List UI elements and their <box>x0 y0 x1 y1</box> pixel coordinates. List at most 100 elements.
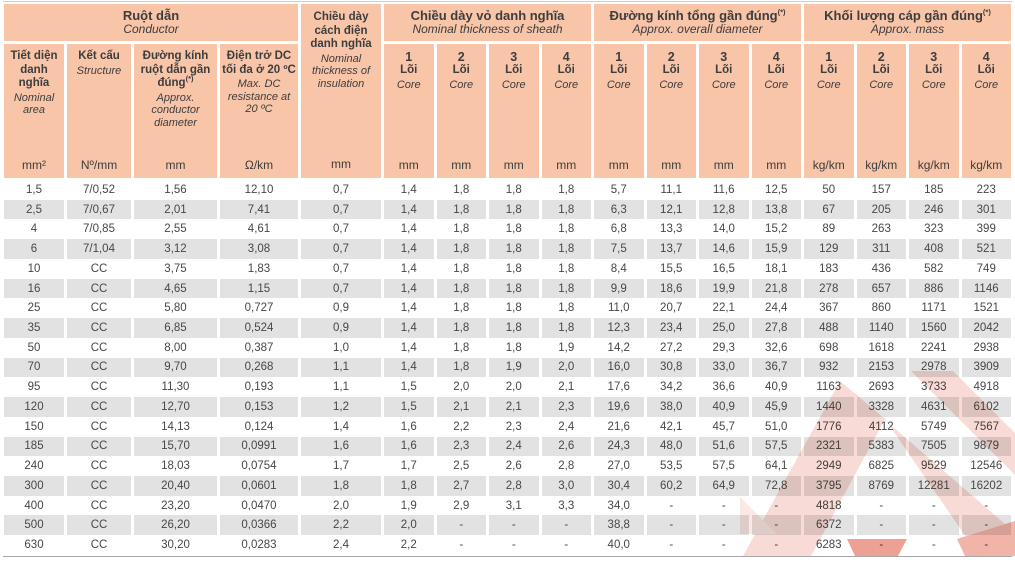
table-cell: - <box>541 535 591 555</box>
table-cell: 2241 <box>909 337 959 358</box>
table-cell: 11,0 <box>594 298 644 319</box>
table-cell: 18,6 <box>646 278 696 299</box>
table-cell: 1,8 <box>489 278 539 299</box>
table-cell: 2,8 <box>489 476 539 496</box>
table-cell: - <box>436 535 486 555</box>
table-cell: 2,55 <box>134 219 217 240</box>
core-col-header-sheath-4: 4 Lõi Core mm <box>541 44 591 178</box>
table-cell: 1,8 <box>541 298 591 319</box>
table-cell: 2,6 <box>541 436 591 457</box>
table-cell: 0,727 <box>220 298 298 319</box>
table-cell: 2,4 <box>489 436 539 457</box>
table-cell: 12,5 <box>751 180 801 200</box>
table-cell: 1,9 <box>541 337 591 358</box>
table-cell: 60,2 <box>646 476 696 496</box>
table-cell: 1140 <box>856 318 906 338</box>
table-row: 2,5 7/0,67 2,01 7,41 0,7 1,4 1,8 1,8 1,8 6,3 12,1 1… <box>4 199 1011 220</box>
table-cell: 6283 <box>804 535 854 555</box>
group-header-sheath: Chiều dày vỏ danh nghĩa Nominal thicknes… <box>384 4 591 41</box>
table-cell: 2,1 <box>541 377 591 398</box>
table-row: 240 CC 18,03 0,0754 1,7 1,7 2,5 2,6 2,8 27,0 53,5 5… <box>4 456 1011 477</box>
table-cell: 5,7 <box>594 180 644 200</box>
column-unit: Ω/km <box>244 158 274 172</box>
table-cell: - <box>856 515 906 536</box>
table-cell: CC <box>67 495 131 516</box>
table-cell: 40,9 <box>699 397 749 417</box>
table-cell: 51,6 <box>699 436 749 457</box>
table-cell: 12,3 <box>594 318 644 338</box>
table-cell: 2949 <box>804 456 854 477</box>
table-cell: 34,2 <box>646 377 696 398</box>
group-title-en: Nominal thickness of sheath <box>412 22 563 37</box>
table-cell: 749 <box>961 258 1011 279</box>
table-cell: 1521 <box>961 298 1011 319</box>
table-cell: 6372 <box>804 515 854 536</box>
table-cell: - <box>961 535 1011 555</box>
table-cell: 1,4 <box>384 239 434 259</box>
table-cell: 2,0 <box>541 357 591 378</box>
table-cell: CC <box>67 515 131 536</box>
table-cell: 67 <box>804 199 854 220</box>
table-cell: 0,7 <box>301 258 381 279</box>
table-cell: 1,8 <box>489 318 539 338</box>
table-cell: 7505 <box>909 436 959 457</box>
top-rule <box>3 1 1012 2</box>
table-cell: 1560 <box>909 318 959 338</box>
table-cell: 50 <box>4 337 64 358</box>
table-cell: 27,2 <box>646 337 696 358</box>
table-cell: 1,9 <box>489 357 539 378</box>
table-cell: 3909 <box>961 357 1011 378</box>
table-cell: 408 <box>909 239 959 259</box>
table-cell: 48,0 <box>646 436 696 457</box>
table-row: 95 CC 11,30 0,193 1,1 1,5 2,0 2,0 2,1 17,6 34,2 36,… <box>4 377 1011 398</box>
table-cell: 42,1 <box>646 416 696 437</box>
core-col-header-sheath-3: 3 Lõi Core mm <box>489 44 539 178</box>
table-row: 630 CC 30,20 0,0283 2,4 2,2- - -40,0- - -6283- - - <box>4 535 1011 555</box>
table-cell: 23,4 <box>646 318 696 338</box>
column-unit: mm <box>331 157 351 171</box>
table-cell: 15,2 <box>751 219 801 240</box>
table-cell: 311 <box>856 239 906 259</box>
table-cell: 2,01 <box>134 199 217 220</box>
table-cell: 185 <box>4 436 64 457</box>
core-col-header-diameter-3: 3 Lõi Core mm <box>699 44 749 178</box>
table-cell: 1,8 <box>301 476 381 496</box>
table-cell: 6,3 <box>594 199 644 220</box>
table-cell: 6,85 <box>134 318 217 338</box>
table-cell: 6825 <box>856 456 906 477</box>
table-cell: - <box>856 535 906 555</box>
table-cell: CC <box>67 436 131 457</box>
core-col-header-sheath-2: 2 Lõi Core mm <box>436 44 486 178</box>
table-cell: 1,8 <box>489 298 539 319</box>
table-cell: 932 <box>804 357 854 378</box>
table-cell: 11,30 <box>134 377 217 398</box>
table-cell: 4112 <box>856 416 906 437</box>
group-title-vi: Đường kính tổng gần đúng(*) <box>609 7 786 23</box>
table-cell: 2,9 <box>436 495 486 516</box>
core-col-header-mass-4: 4 Lõi Core kg/km <box>961 44 1011 178</box>
table-cell: 0,153 <box>220 397 298 417</box>
table-cell: 0,7 <box>301 219 381 240</box>
table-cell: 72,8 <box>751 476 801 496</box>
table-row: 16 CC 4,65 1,15 0,7 1,4 1,8 1,8 1,8 9,9 18,6 19,9 21… <box>4 278 1011 299</box>
table-cell: 21,8 <box>751 278 801 299</box>
table-cell: 7567 <box>961 416 1011 437</box>
table-cell: 1,5 <box>4 180 64 200</box>
table-cell: - <box>856 495 906 516</box>
table-cell: 5,80 <box>134 298 217 319</box>
table-cell: 488 <box>804 318 854 338</box>
table-cell: 1,8 <box>436 337 486 358</box>
table-cell: 1,8 <box>489 180 539 200</box>
table-cell: 7/0,52 <box>67 180 131 200</box>
table-cell: - <box>961 495 1011 516</box>
table-cell: 25 <box>4 298 64 319</box>
table-cell: 2321 <box>804 436 854 457</box>
table-cell: 18,03 <box>134 456 217 477</box>
table-cell: 1,4 <box>301 416 381 437</box>
table-cell: 1,8 <box>541 180 591 200</box>
table-cell: 2,1 <box>436 397 486 417</box>
table-row: 500 CC 26,20 0,0366 2,2 2,0- - -38,8- - -6372- - - <box>4 515 1011 536</box>
table-cell: 4,65 <box>134 278 217 299</box>
table-cell: 34,0 <box>594 495 644 516</box>
table-cell: 15,9 <box>751 239 801 259</box>
